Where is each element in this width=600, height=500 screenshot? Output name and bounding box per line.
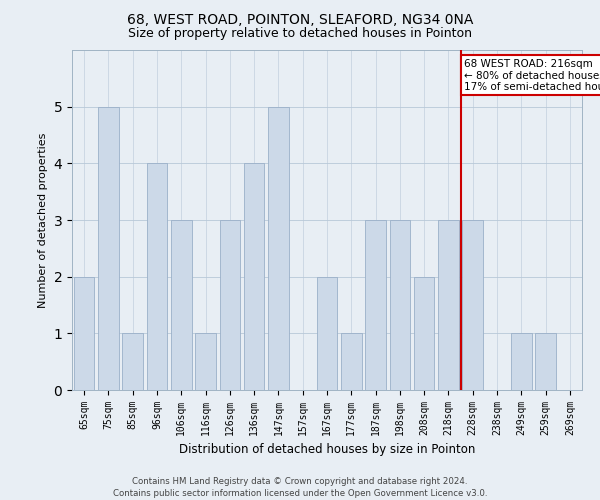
Y-axis label: Number of detached properties: Number of detached properties: [38, 132, 48, 308]
Bar: [98, 106, 119, 390]
Text: Size of property relative to detached houses in Pointon: Size of property relative to detached ho…: [128, 28, 472, 40]
Bar: [389, 220, 410, 390]
Bar: [535, 334, 556, 390]
X-axis label: Distribution of detached houses by size in Pointon: Distribution of detached houses by size …: [179, 444, 475, 456]
Text: 68, WEST ROAD, POINTON, SLEAFORD, NG34 0NA: 68, WEST ROAD, POINTON, SLEAFORD, NG34 0…: [127, 12, 473, 26]
Bar: [341, 334, 362, 390]
Bar: [268, 106, 289, 390]
Bar: [317, 276, 337, 390]
Bar: [365, 220, 386, 390]
Text: 68 WEST ROAD: 216sqm
← 80% of detached houses are smaller (37)
17% of semi-detac: 68 WEST ROAD: 216sqm ← 80% of detached h…: [464, 58, 600, 92]
Bar: [195, 334, 216, 390]
Text: Contains HM Land Registry data © Crown copyright and database right 2024.
Contai: Contains HM Land Registry data © Crown c…: [113, 476, 487, 498]
Bar: [171, 220, 191, 390]
Bar: [438, 220, 459, 390]
Bar: [74, 276, 94, 390]
Bar: [220, 220, 240, 390]
Bar: [122, 334, 143, 390]
Bar: [146, 164, 167, 390]
Bar: [463, 220, 483, 390]
Bar: [511, 334, 532, 390]
Bar: [414, 276, 434, 390]
Bar: [244, 164, 265, 390]
